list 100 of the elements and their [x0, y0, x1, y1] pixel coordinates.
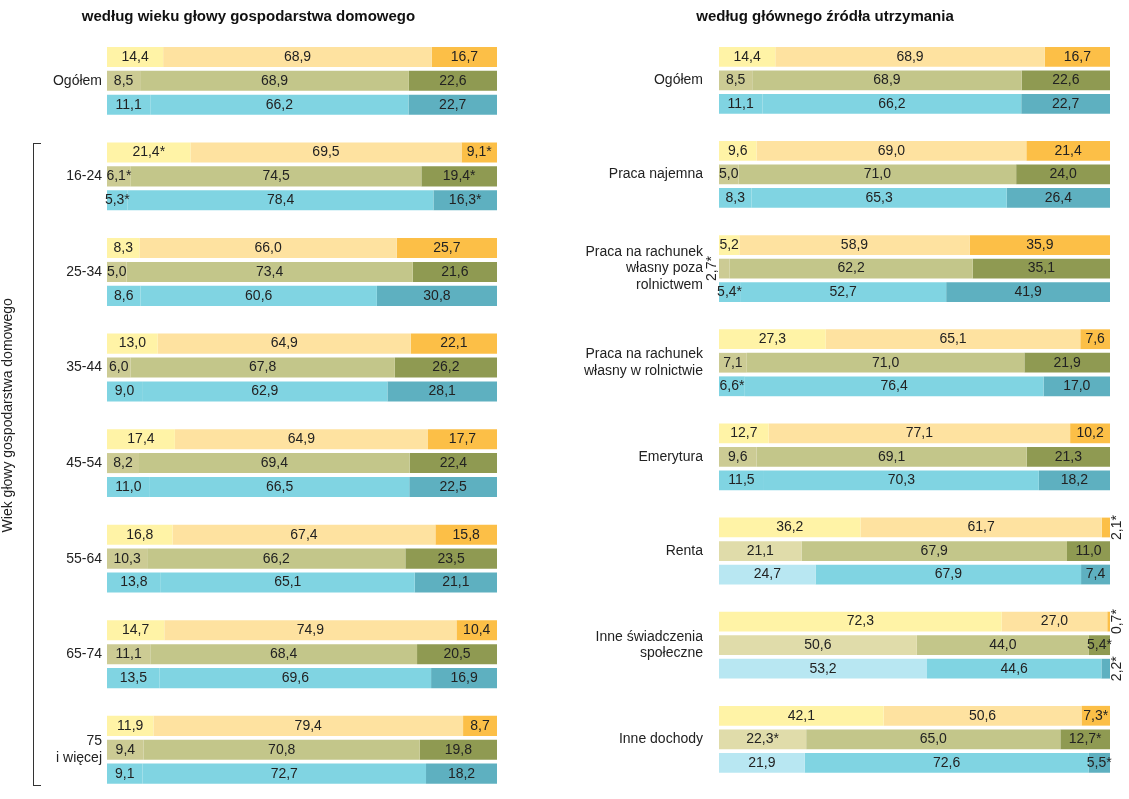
data-label: 44,6 — [1000, 659, 1029, 676]
bar — [408, 94, 497, 115]
data-label: 7,6 — [1085, 330, 1106, 347]
data-label: 27,3 — [758, 330, 787, 347]
y-tick-label: 45-54 — [66, 453, 103, 470]
data-label: 8,5 — [113, 71, 134, 88]
data-label: 14,4 — [121, 47, 149, 64]
data-label: 23,5 — [437, 549, 466, 566]
y-tick-label: 35-44 — [66, 358, 103, 375]
data-label: 42,1 — [787, 706, 816, 723]
bar — [409, 453, 497, 474]
data-label: 21,9 — [1053, 353, 1082, 370]
bar — [1107, 611, 1110, 632]
bar — [107, 620, 165, 641]
bar — [719, 517, 861, 538]
bar — [719, 752, 805, 773]
bar — [719, 423, 769, 444]
data-label: 22,1 — [440, 334, 468, 351]
data-label: 5,0 — [107, 262, 127, 279]
data-label: 70,8 — [268, 740, 296, 757]
data-label: 68,9 — [260, 71, 289, 88]
bar — [775, 46, 1045, 67]
data-label: 62,2 — [837, 259, 865, 276]
data-label: 5,0 — [719, 165, 739, 182]
data-label: 18,2 — [447, 764, 476, 781]
data-label: 65,0 — [919, 730, 948, 747]
data-label: 41,9 — [1014, 282, 1042, 299]
bar — [414, 572, 497, 593]
y-axis-title: Wiek głowy gospodarstwa domowego — [0, 297, 16, 533]
bar — [164, 620, 457, 641]
data-label: 24,0 — [1049, 165, 1077, 182]
data-label: 67,8 — [248, 358, 277, 375]
data-label: 58,9 — [840, 235, 869, 252]
data-label: 69,6 — [281, 668, 310, 685]
bar — [825, 329, 1081, 350]
bar — [107, 429, 175, 450]
data-label: 14,7 — [122, 621, 150, 638]
data-label: 11,0 — [1075, 541, 1102, 558]
data-label: 22,6 — [439, 71, 467, 88]
data-label: 13,8 — [120, 573, 148, 590]
data-label: 68,9 — [283, 47, 312, 64]
data-label: 28,1 — [428, 382, 457, 399]
data-label: 66,5 — [265, 477, 294, 494]
bar — [946, 282, 1110, 303]
data-label: 66,2 — [265, 95, 294, 112]
data-label: 21,4* — [132, 143, 166, 160]
data-label: 67,9 — [934, 565, 963, 582]
data-label: 9,6 — [728, 447, 748, 464]
y-tick-label: Praca na rachunek własny poza rolnictwem — [585, 242, 704, 293]
data-label: 2,2* — [1107, 655, 1124, 682]
data-label: 12,7* — [1068, 730, 1103, 747]
data-label: 7,4 — [1085, 565, 1106, 582]
y-tick-label: 25-34 — [66, 262, 103, 279]
data-label: 66,2 — [878, 94, 906, 111]
bar — [426, 763, 497, 784]
data-label: 18,2 — [1060, 471, 1089, 488]
y-tick-label: Inne dochody — [618, 730, 703, 747]
bar — [1044, 46, 1110, 67]
data-label: 11,9 — [117, 716, 144, 733]
bar — [408, 70, 497, 91]
data-label: 64,9 — [287, 430, 316, 447]
bar — [916, 635, 1089, 656]
bar — [172, 524, 436, 545]
y-tick-label: Ogółem — [653, 71, 703, 88]
data-label: 7,1 — [723, 353, 743, 370]
chart-title: według wieku głowy gospodarstwa domowego — [80, 7, 416, 25]
data-label: 21,6 — [441, 262, 469, 279]
y-tick-label: Emerytura — [638, 447, 704, 464]
bar — [163, 46, 432, 67]
bar — [394, 357, 497, 378]
y-tick-label: Renta — [665, 541, 704, 558]
bar — [427, 429, 497, 450]
data-label: 67,9 — [920, 541, 949, 558]
bar — [969, 235, 1110, 255]
data-label: 21,4 — [1054, 141, 1082, 158]
data-label: 72,6 — [932, 753, 961, 770]
data-label: 64,9 — [270, 334, 299, 351]
data-label: 71,0 — [871, 353, 900, 370]
data-label: 26,4 — [1044, 188, 1073, 205]
data-label: 11,5 — [728, 471, 755, 488]
data-label: 6,1* — [106, 167, 132, 184]
data-label: 9,1 — [115, 764, 135, 781]
bar — [153, 715, 464, 736]
bar — [719, 705, 884, 726]
bar — [412, 261, 497, 282]
bar — [719, 658, 928, 679]
data-label: 12,7 — [730, 424, 758, 441]
bar — [719, 541, 802, 561]
data-label: 22,7 — [1052, 94, 1080, 111]
bar — [409, 476, 497, 498]
bar — [190, 142, 462, 163]
data-label: 11,0 — [115, 477, 142, 494]
data-label: 2,1* — [1107, 514, 1124, 540]
bar — [927, 658, 1102, 679]
data-label: 25,7 — [433, 238, 461, 255]
data-label: 62,9 — [251, 382, 279, 399]
y-tick-label: Praca na rachunek własny w rolnictwie — [582, 345, 704, 378]
data-label: 50,6 — [804, 636, 832, 653]
data-label: 72,3 — [846, 612, 875, 629]
data-label: 5,2 — [719, 235, 740, 252]
